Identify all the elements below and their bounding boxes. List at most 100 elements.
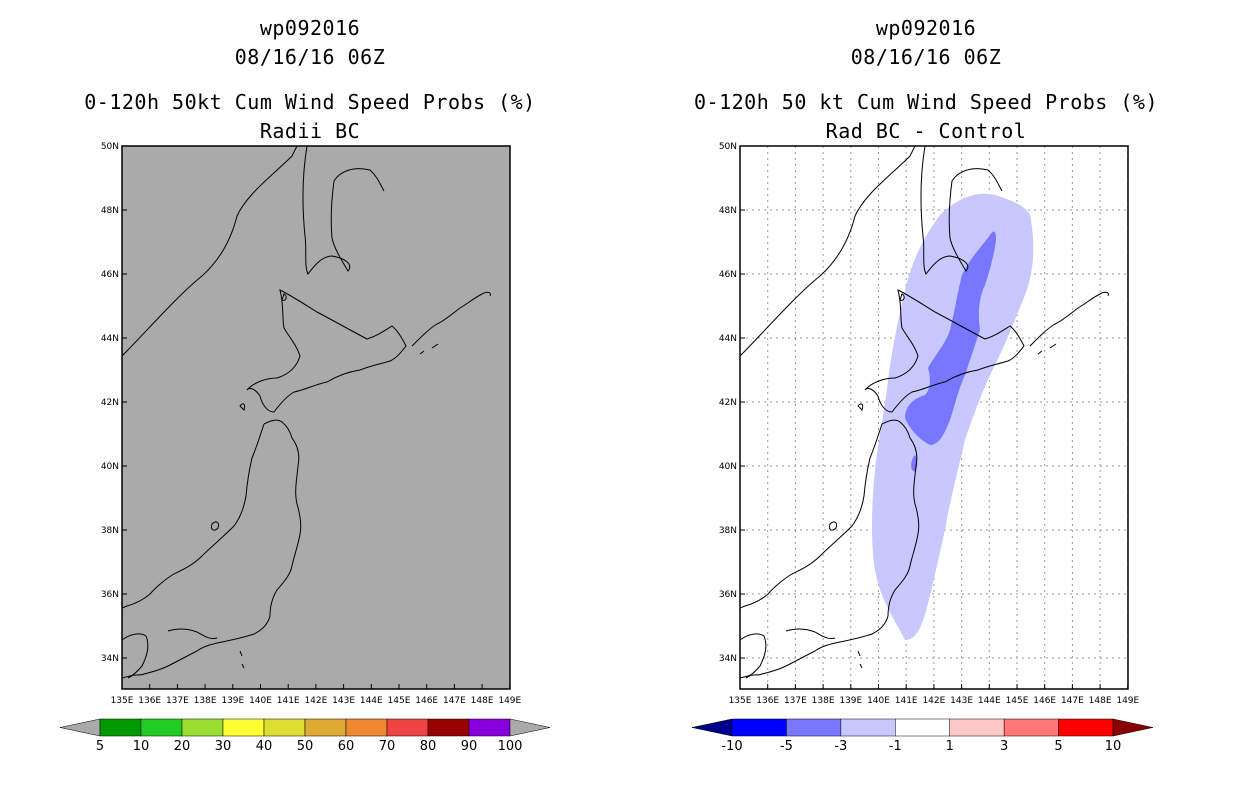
lon-label: 148E	[1089, 696, 1112, 706]
lon-label: 141E	[277, 696, 300, 706]
left-title-time: 08/16/16 06Z	[234, 45, 386, 69]
colorbar-segment	[840, 718, 896, 737]
colorbar-label: -1	[889, 739, 902, 754]
colorbar-segment	[304, 718, 347, 737]
left-title-sub: Radii BC	[259, 119, 361, 143]
colorbar-segment	[468, 718, 511, 737]
colorbar-label: 60	[338, 739, 355, 754]
lon-label: 148E	[471, 696, 494, 706]
lat-label: 38N	[719, 526, 737, 536]
lon-label: 140E	[249, 696, 272, 706]
lon-label: 135E	[729, 696, 752, 706]
left-colorbar: 5 10 20 30 40 50 60 70 80 90 100	[59, 718, 551, 754]
lon-label: 136E	[138, 696, 161, 706]
lon-label: 147E	[1061, 696, 1084, 706]
lon-label: 145E	[1006, 696, 1029, 706]
colorbar-segment	[140, 718, 183, 737]
right-colorbar: -10 -5 -3 -1 1 3 5 10	[691, 718, 1154, 754]
right-title-time: 08/16/16 06Z	[850, 45, 1002, 69]
lat-label: 42N	[719, 398, 737, 408]
lon-label: 135E	[111, 696, 134, 706]
lat-label: 36N	[719, 590, 737, 600]
lon-label: 144E	[978, 696, 1001, 706]
right-map-panel: 50N 48N 46N 44N 42N 40N 38N 36N 34N 135E 136E 137E…	[719, 142, 1140, 706]
colorbar-label: 5	[96, 739, 104, 754]
lat-label: 40N	[101, 462, 119, 472]
colorbar-segment	[427, 718, 470, 737]
colorbar-min-arrow	[691, 718, 733, 737]
colorbar-segment	[895, 718, 950, 737]
lat-label: 48N	[101, 206, 119, 216]
left-map-background	[122, 146, 510, 689]
lat-label: 46N	[101, 270, 119, 280]
left-lon-labels: 135E 136E 137E 138E 139E 140E 141E 142E 143E 144E…	[111, 684, 522, 706]
left-title-product: 0-120h 50kt Cum Wind Speed Probs (%)	[84, 90, 536, 114]
lon-label: 146E	[415, 696, 438, 706]
lon-label: 149E	[498, 696, 521, 706]
left-title-storm: wp092016	[259, 16, 361, 40]
right-lon-labels: 135E 136E 137E 138E 139E 140E 141E 142E 143E 144E…	[729, 684, 1140, 706]
lat-label: 50N	[101, 142, 119, 152]
colorbar-label: 100	[498, 739, 523, 754]
lon-label: 143E	[950, 696, 973, 706]
right-title-sub: Rad BC - Control	[825, 119, 1027, 143]
colorbar-segment	[949, 718, 1005, 737]
colorbar-label: -3	[834, 739, 847, 754]
colorbar-label: 30	[215, 739, 232, 754]
lon-label: 138E	[812, 696, 835, 706]
lon-label: 143E	[332, 696, 355, 706]
colorbar-label: 10	[133, 739, 150, 754]
colorbar-max-arrow	[509, 718, 551, 737]
colorbar-label: 90	[461, 739, 478, 754]
lon-label: 137E	[166, 696, 189, 706]
lat-label: 44N	[101, 334, 119, 344]
colorbar-segment	[345, 718, 388, 737]
colorbar-segment	[1003, 718, 1059, 737]
right-title-product: 0-120h 50 kt Cum Wind Speed Probs (%)	[693, 90, 1159, 114]
colorbar-label: -5	[780, 739, 793, 754]
lon-label: 136E	[756, 696, 779, 706]
colorbar-label: 5	[1054, 739, 1062, 754]
right-lat-labels: 50N 48N 46N 44N 42N 40N 38N 36N 34N	[719, 142, 745, 664]
colorbar-label: 80	[420, 739, 437, 754]
colorbar-segment	[1058, 718, 1114, 737]
lon-label: 137E	[784, 696, 807, 706]
colorbar-label: 10	[1105, 739, 1122, 754]
colorbar-segment	[222, 718, 265, 737]
left-lat-labels: 50N 48N 46N 44N 42N 40N 38N 36N 34N	[101, 142, 127, 664]
lon-label: 141E	[895, 696, 918, 706]
colorbar-segment	[786, 718, 842, 737]
colorbar-segment	[263, 718, 306, 737]
lat-label: 34N	[101, 654, 119, 664]
lon-label: 140E	[867, 696, 890, 706]
lon-label: 146E	[1033, 696, 1056, 706]
colorbar-label: 3	[1000, 739, 1008, 754]
colorbar-label: 70	[379, 739, 396, 754]
lon-label: 138E	[194, 696, 217, 706]
lat-label: 42N	[101, 398, 119, 408]
lon-label: 144E	[360, 696, 383, 706]
colorbar-label: 1	[946, 739, 954, 754]
lat-label: 50N	[719, 142, 737, 152]
colorbar-label: 50	[297, 739, 314, 754]
colorbar-max-arrow	[1112, 718, 1154, 737]
colorbar-segment	[99, 718, 142, 737]
lat-label: 44N	[719, 334, 737, 344]
right-title-storm: wp092016	[875, 16, 977, 40]
colorbar-segment	[731, 718, 787, 737]
lat-label: 36N	[101, 590, 119, 600]
lat-label: 34N	[719, 654, 737, 664]
lat-label: 40N	[719, 462, 737, 472]
colorbar-label: 20	[174, 739, 191, 754]
colorbar-label: 40	[256, 739, 273, 754]
lon-label: 149E	[1116, 696, 1139, 706]
lat-label: 38N	[101, 526, 119, 536]
lon-label: 142E	[922, 696, 945, 706]
colorbar-segment	[386, 718, 429, 737]
left-map-panel: 50N 48N 46N 44N 42N 40N 38N 36N 34N 135E 136E 137E…	[101, 142, 522, 706]
lon-label: 139E	[839, 696, 862, 706]
lat-label: 48N	[719, 206, 737, 216]
lon-label: 147E	[443, 696, 466, 706]
lon-label: 142E	[304, 696, 327, 706]
colorbar-min-arrow	[59, 718, 101, 737]
